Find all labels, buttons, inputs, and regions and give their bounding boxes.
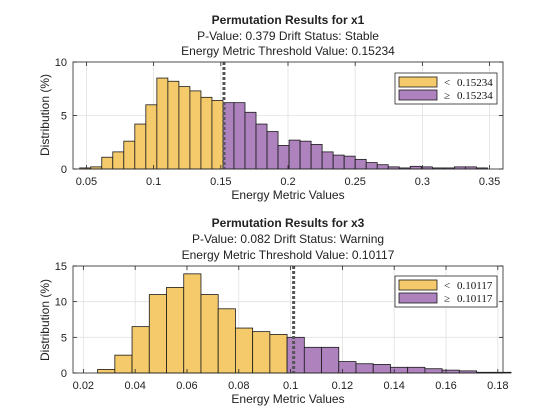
- chart2-x-tick-label-0: 0.02: [73, 380, 94, 392]
- chart2-bar-8: [235, 327, 254, 374]
- chart1-x-tick-label-3: 0.2: [280, 176, 295, 188]
- chart1-legend-symbol-above: ≥: [444, 90, 450, 102]
- chart2-bar-19: [424, 368, 443, 374]
- chart1-x-tick-label-2: 0.15: [210, 176, 231, 188]
- chart1-bar-15: [244, 111, 257, 170]
- chart2-bar-20: [441, 369, 460, 374]
- chart2-bar-18: [407, 366, 426, 374]
- chart2-y-tick-label-0: 0: [61, 368, 67, 380]
- chart1-bar-17: [266, 131, 279, 170]
- chart2-legend-symbol-below: <: [444, 280, 450, 292]
- chart1-x-tick-label-4: 0.25: [344, 176, 365, 188]
- chart1-x-tick-label-5: 0.3: [415, 176, 430, 188]
- chart2-y-tick-label-2: 10: [55, 297, 67, 309]
- chart2-bar-0: [97, 369, 116, 374]
- chart1-legend-label-below: 0.15234: [457, 77, 493, 89]
- chart1-legend-symbol-below: <: [444, 77, 450, 89]
- chart1-bar-22: [321, 151, 334, 170]
- chart1-bar-9: [178, 86, 191, 170]
- chart2-legend-symbol-above: ≥: [444, 293, 450, 305]
- chart1-y-tick-label-0: 0: [61, 164, 67, 176]
- chart1-bar-20: [299, 140, 312, 170]
- chart2-x-tick-label-7: 0.16: [435, 380, 456, 392]
- chart1-subtitle-pvalue: P-Value: 0.379 Drift Status: Stable: [197, 29, 379, 43]
- chart2-legend-swatch-below: [398, 279, 438, 291]
- chart1-bar-24: [343, 155, 356, 170]
- chart2-bar-9: [252, 331, 271, 374]
- chart2-x-tick-label-6: 0.14: [383, 380, 404, 392]
- chart1-y-tick-label-2: 10: [55, 57, 67, 69]
- chart2-bar-7: [217, 308, 236, 374]
- chart1-x-tick-label-6: 0.35: [479, 176, 500, 188]
- chart1-x-axis-label: Energy Metric Values: [231, 188, 344, 202]
- chart1-bar-19: [288, 139, 301, 170]
- chart1-legend-swatch-above: [398, 89, 438, 101]
- chart1-bar-14: [233, 102, 246, 170]
- chart2-legend-label-above: 0.10117: [457, 293, 493, 305]
- chart2-subtitle-pvalue: P-Value: 0.082 Drift Status: Warning: [192, 232, 384, 246]
- chart2-bar-16: [372, 364, 391, 374]
- chart2-bar-1: [114, 354, 133, 374]
- chart2-bar-4: [166, 286, 185, 374]
- chart1-subtitle-threshold: Energy Metric Threshold Value: 0.15234: [181, 44, 395, 58]
- chart2-x-tick-label-3: 0.08: [228, 380, 249, 392]
- chart2-subtitle-threshold: Energy Metric Threshold Value: 0.10117: [182, 248, 395, 262]
- chart1-bar-30: [409, 165, 422, 170]
- chart2-bar-10: [269, 334, 288, 374]
- chart1-bar-18: [277, 145, 290, 170]
- chart1-y-tick-label-1: 5: [61, 111, 67, 123]
- chart2-x-tick-label-2: 0.06: [176, 380, 197, 392]
- chart2-y-tick-label-3: 15: [55, 261, 67, 273]
- chart2-y-tick-label-1: 5: [61, 332, 67, 344]
- chart2-bar-6: [200, 294, 219, 374]
- chart2-bar-13: [321, 346, 340, 374]
- chart1-bar-25: [354, 158, 367, 170]
- chart1-plot: 0.05 0.1 0.15 0.2 0.25 0.3 0.35 0 5 10 < 0.15234 ≥ 0.…: [55, 57, 504, 188]
- chart1-legend-swatch-below: [398, 76, 438, 88]
- chart2-legend-swatch-above: [398, 292, 438, 304]
- chart2-axes-box: [72, 265, 504, 374]
- chart1-bar-2: [101, 156, 114, 170]
- chart1-legend-label-above: 0.15234: [457, 90, 493, 102]
- chart2-bar-15: [355, 363, 374, 374]
- chart1-bar-6: [145, 104, 158, 170]
- chart2-y-axis-label: Distribution (%): [38, 279, 52, 361]
- chart1-bar-3: [112, 151, 125, 170]
- chart1-bar-8: [167, 80, 180, 170]
- chart2-bar-2: [131, 326, 150, 374]
- chart1-bar-21: [310, 143, 323, 170]
- chart2-title: Permutation Results for x3: [212, 216, 365, 230]
- chart2-x-tick-label-5: 0.12: [332, 380, 353, 392]
- chart1-bar-10: [189, 90, 202, 170]
- chart1-bar-7: [156, 77, 169, 170]
- chart1-bar-12: [211, 100, 224, 170]
- chart1-x-tick-label-1: 0.1: [146, 176, 161, 188]
- chart1-bar-11: [200, 96, 213, 170]
- chart2-bar-14: [338, 361, 357, 374]
- chart2-bar-11: [286, 336, 305, 374]
- chart1-bar-5: [134, 123, 147, 170]
- chart2-plot: 0.02 0.04 0.06 0.08 0.1 0.12 0.14 0.16 0.18 0 5 10 1…: [55, 261, 512, 392]
- chart1-bar-23: [332, 154, 345, 170]
- chart1-bar-27: [376, 164, 389, 170]
- chart2-bar-5: [183, 273, 202, 374]
- chart2-bar-17: [390, 366, 409, 374]
- chart1-x-tick-label-0: 0.05: [76, 176, 97, 188]
- chart2-bar-12: [303, 346, 322, 374]
- chart2-x-tick-label-8: 0.18: [487, 380, 508, 392]
- chart2-legend-label-below: 0.10117: [457, 280, 493, 292]
- chart1-y-axis-label: Distribution (%): [38, 74, 52, 156]
- chart1-title: Permutation Results for x1: [212, 13, 365, 27]
- chart1-bar-16: [255, 123, 268, 170]
- chart1-bar-26: [365, 162, 378, 170]
- chart2-x-tick-label-4: 0.1: [283, 380, 298, 392]
- chart1-bar-4: [123, 140, 136, 170]
- chart2-bar-3: [148, 294, 167, 374]
- chart2-x-tick-label-1: 0.04: [124, 380, 145, 392]
- chart2-x-axis-label: Energy Metric Values: [231, 392, 344, 406]
